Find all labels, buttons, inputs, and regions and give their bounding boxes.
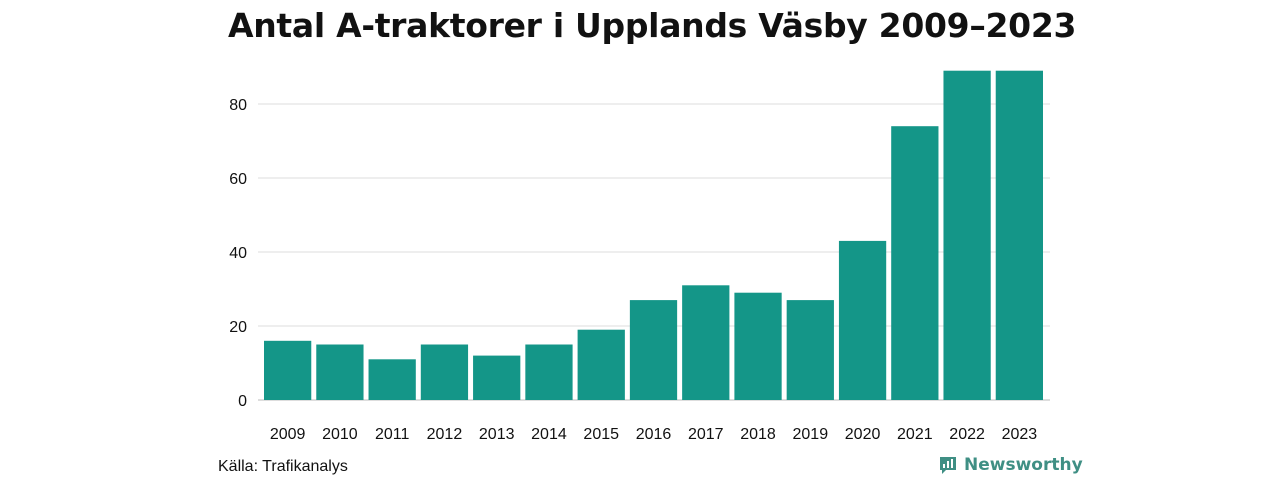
bar-2015 (577, 329, 625, 400)
bar-2011 (368, 359, 416, 400)
bar-2013 (473, 355, 521, 400)
source-note: Källa: Trafikanalys (218, 458, 348, 475)
y-axis-ticks: 0 20 40 60 80 (229, 97, 247, 410)
x-tick-label: 2011 (375, 426, 410, 443)
x-tick-label: 2017 (688, 426, 724, 443)
bar-2019 (786, 300, 834, 400)
bar-2021 (891, 126, 939, 400)
y-tick-label: 40 (229, 245, 247, 262)
chart-title: Antal A-traktorer i Upplands Väsby 2009–… (228, 6, 1077, 45)
x-tick-label: 2019 (793, 426, 829, 443)
y-tick-label: 80 (229, 97, 247, 114)
bar-2014 (525, 344, 573, 400)
x-tick-label: 2021 (897, 426, 933, 443)
x-tick-label: 2010 (322, 426, 358, 443)
bar-2012 (420, 344, 469, 400)
x-tick-label: 2022 (949, 426, 985, 443)
newsworthy-logo-icon (940, 457, 956, 474)
x-tick-label: 2016 (636, 426, 672, 443)
bar-2009 (264, 340, 312, 400)
x-axis-ticks: 2009 2010 2011 2012 2013 2014 2015 2016 2017 2018… (270, 426, 1037, 443)
x-tick-label: 2023 (1002, 426, 1038, 443)
x-tick-label: 2018 (740, 426, 776, 443)
x-tick-label: 2015 (583, 426, 619, 443)
x-tick-label: 2014 (531, 426, 567, 443)
bar-2018 (734, 292, 782, 400)
bar-2017 (682, 285, 730, 400)
x-tick-label: 2009 (270, 426, 306, 443)
bars (264, 70, 1043, 400)
bar-2023 (995, 70, 1043, 400)
bar-2022 (943, 70, 991, 400)
brand-logo[interactable]: Newsworthy (938, 455, 1083, 475)
x-tick-label: 2012 (427, 426, 463, 443)
bar-2016 (629, 300, 678, 400)
y-tick-label: 20 (229, 319, 247, 336)
y-tick-label: 0 (238, 393, 247, 410)
bar-2010 (316, 344, 364, 400)
y-tick-label: 60 (229, 171, 247, 188)
x-tick-label: 2020 (845, 426, 881, 443)
brand-name: Newsworthy (964, 455, 1083, 475)
x-tick-label: 2013 (479, 426, 515, 443)
bar-2020 (838, 240, 887, 400)
